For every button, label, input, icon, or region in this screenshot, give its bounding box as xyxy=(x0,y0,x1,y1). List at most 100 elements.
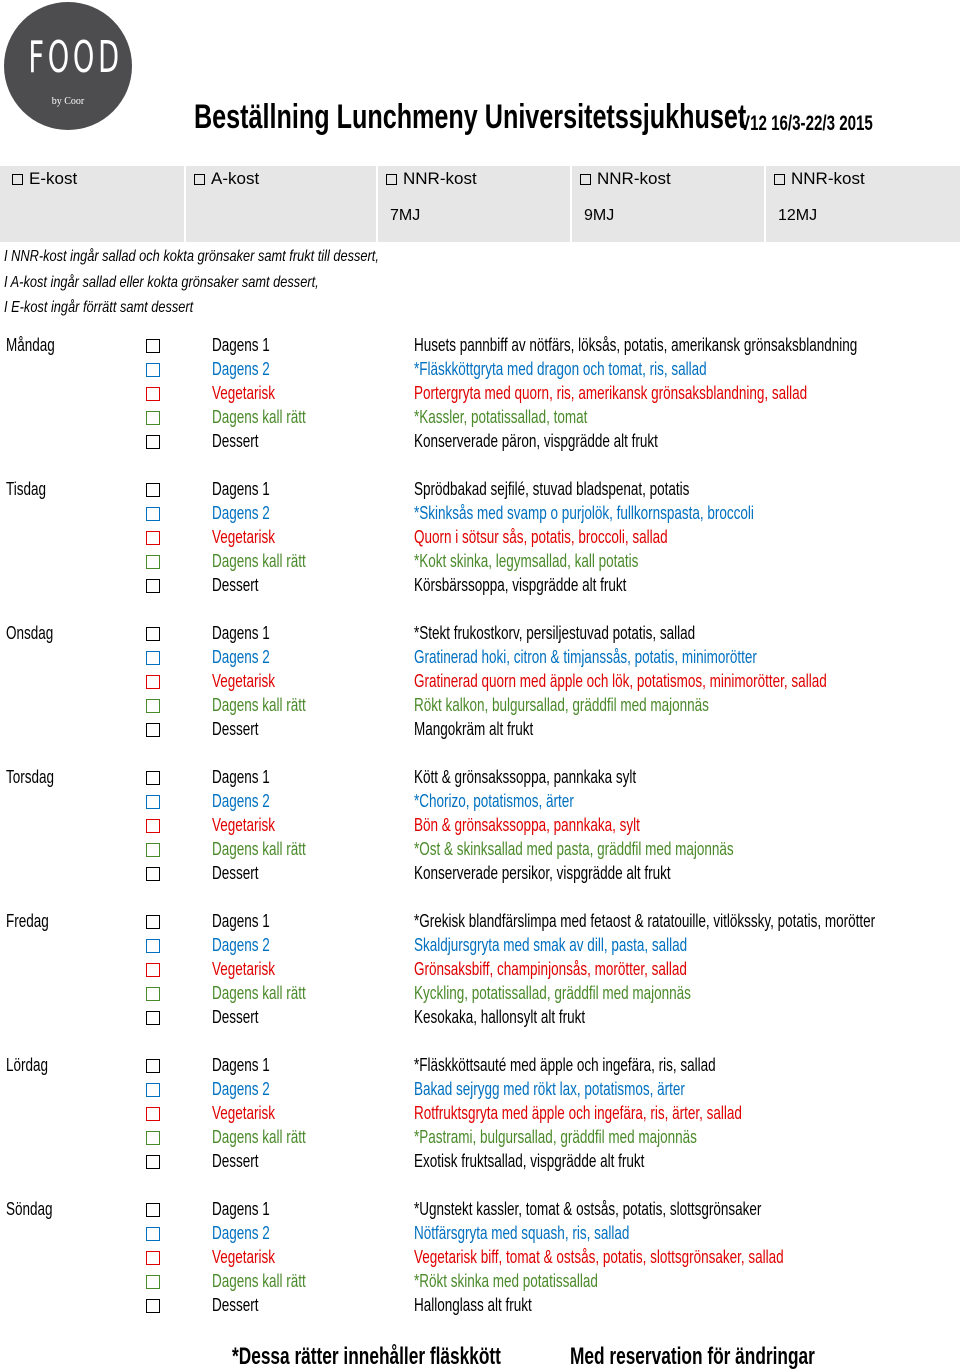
diet-option[interactable]: NNR-kost xyxy=(774,169,865,189)
order-checkbox[interactable] xyxy=(146,1227,160,1241)
order-checkbox[interactable] xyxy=(146,1155,160,1169)
order-checkbox[interactable] xyxy=(146,771,160,785)
order-checkbox[interactable] xyxy=(146,507,160,521)
order-checkbox[interactable] xyxy=(146,987,160,1001)
dish-description: *Grekisk blandfärslimpa med fetaost & ra… xyxy=(414,911,876,931)
diet-energy: 7MJ xyxy=(390,207,421,224)
order-checkbox[interactable] xyxy=(146,819,160,833)
dish-description: *Ost & skinksallad med pasta, gräddfil m… xyxy=(414,839,734,859)
meal-category: Dagens kall rätt xyxy=(212,983,306,1003)
order-checkbox[interactable] xyxy=(146,723,160,737)
dish-description: Gratinerad quorn med äpple och lök, pota… xyxy=(414,671,827,691)
diet-notes: I NNR-kost ingår sallad och kokta grönsa… xyxy=(4,244,379,321)
meal-category: Dagens 1 xyxy=(212,1199,270,1219)
diet-checkbox[interactable] xyxy=(194,173,205,185)
order-checkbox[interactable] xyxy=(146,363,160,377)
dish-description: *Stekt frukostkorv, persiljestuvad potat… xyxy=(414,623,696,643)
meal-category: Dagens 1 xyxy=(212,911,270,931)
meal-category: Dagens 2 xyxy=(212,1079,270,1099)
meal-category: Dagens 1 xyxy=(212,767,270,787)
diet-checkbox[interactable] xyxy=(774,173,785,185)
order-checkbox[interactable] xyxy=(146,1275,160,1289)
order-checkbox[interactable] xyxy=(146,675,160,689)
diet-checkbox[interactable] xyxy=(386,173,397,185)
meal-category: Dessert xyxy=(212,863,259,883)
order-checkbox[interactable] xyxy=(146,867,160,881)
order-checkbox[interactable] xyxy=(146,1251,160,1265)
dish-description: *Skinksås med svamp o purjolök, fullkorn… xyxy=(414,503,754,523)
meal-category: Dagens 2 xyxy=(212,935,270,955)
order-checkbox[interactable] xyxy=(146,843,160,857)
order-checkbox[interactable] xyxy=(146,1299,160,1313)
meal-category: Dagens 1 xyxy=(212,479,270,499)
order-checkbox[interactable] xyxy=(146,339,160,353)
diet-energy: 12MJ xyxy=(778,207,818,224)
dish-description: *Fläskköttgryta med dragon och tomat, ri… xyxy=(414,359,707,379)
dish-description: Bakad sejrygg med rökt lax, potatismos, … xyxy=(414,1079,685,1099)
order-checkbox[interactable] xyxy=(146,627,160,641)
meal-category: Dagens kall rätt xyxy=(212,551,306,571)
dish-description: Mangokräm alt frukt xyxy=(414,719,534,739)
dish-description: *Fläskköttsauté med äpple och ingefära, … xyxy=(414,1055,716,1075)
order-checkbox[interactable] xyxy=(146,1203,160,1217)
order-checkbox[interactable] xyxy=(146,963,160,977)
day-name: Söndag xyxy=(6,1199,53,1219)
meal-category: Dagens 2 xyxy=(212,503,270,523)
band-divider xyxy=(376,166,378,242)
dish-description: *Kokt skinka, legymsallad, kall potatis xyxy=(414,551,639,571)
page-title: Beställning Lunchmeny Universitetssjukhu… xyxy=(194,98,747,136)
diet-option[interactable]: A-kost xyxy=(194,169,259,189)
diet-checkbox[interactable] xyxy=(580,173,591,185)
diet-option-label: A-kost xyxy=(211,169,260,188)
order-checkbox[interactable] xyxy=(146,579,160,593)
meal-category: Vegetarisk xyxy=(212,383,276,403)
order-checkbox[interactable] xyxy=(146,699,160,713)
meal-category: Dagens 2 xyxy=(212,791,270,811)
menu-version: V12 16/3-22/3 2015 xyxy=(740,112,873,135)
order-checkbox[interactable] xyxy=(146,555,160,569)
order-checkbox[interactable] xyxy=(146,1131,160,1145)
meal-category: Dagens kall rätt xyxy=(212,1127,306,1147)
diet-option[interactable]: NNR-kost xyxy=(580,169,671,189)
meal-category: Dessert xyxy=(212,719,259,739)
dish-description: Exotisk fruktsallad, vispgrädde alt fruk… xyxy=(414,1151,645,1171)
order-checkbox[interactable] xyxy=(146,435,160,449)
diet-option-label: NNR-kost xyxy=(403,169,477,188)
order-checkbox[interactable] xyxy=(146,483,160,497)
band-divider xyxy=(570,166,572,242)
dish-description: Konserverade päron, vispgrädde alt frukt xyxy=(414,431,658,451)
dish-description: Gratinerad hoki, citron & timjanssås, po… xyxy=(414,647,757,667)
diet-option[interactable]: E-kost xyxy=(12,169,77,189)
meal-category: Dagens kall rätt xyxy=(212,407,306,427)
meal-category: Dessert xyxy=(212,1151,259,1171)
order-checkbox[interactable] xyxy=(146,411,160,425)
meal-category: Dagens 1 xyxy=(212,1055,270,1075)
order-checkbox[interactable] xyxy=(146,1011,160,1025)
meal-category: Vegetarisk xyxy=(212,671,276,691)
order-checkbox[interactable] xyxy=(146,531,160,545)
order-checkbox[interactable] xyxy=(146,1083,160,1097)
order-checkbox[interactable] xyxy=(146,387,160,401)
food-by-coor-logo: FOOD by Coor xyxy=(4,2,132,130)
order-checkbox[interactable] xyxy=(146,795,160,809)
dish-description: *Kassler, potatissallad, tomat xyxy=(414,407,588,427)
order-checkbox[interactable] xyxy=(146,1107,160,1121)
diet-checkbox[interactable] xyxy=(12,173,23,185)
logo-subtext: by Coor xyxy=(51,96,85,107)
day-name: Lördag xyxy=(6,1055,49,1075)
meal-category: Vegetarisk xyxy=(212,1103,276,1123)
diet-note: I A-kost ingår sallad eller kokta grönsa… xyxy=(4,273,319,291)
dish-description: Portergryta med quorn, ris, amerikansk g… xyxy=(414,383,808,403)
diet-option[interactable]: NNR-kost xyxy=(386,169,477,189)
dish-description: Skaldjursgryta med smak av dill, pasta, … xyxy=(414,935,688,955)
diet-option-label: NNR-kost xyxy=(597,169,671,188)
meal-category: Dessert xyxy=(212,575,259,595)
meal-category: Dagens 2 xyxy=(212,647,270,667)
pork-footnote: *Dessa rätter innehåller fläskkött xyxy=(232,1343,501,1370)
meal-category: Dessert xyxy=(212,431,259,451)
diet-option-label: E-kost xyxy=(29,169,78,188)
order-checkbox[interactable] xyxy=(146,1059,160,1073)
order-checkbox[interactable] xyxy=(146,651,160,665)
order-checkbox[interactable] xyxy=(146,939,160,953)
order-checkbox[interactable] xyxy=(146,915,160,929)
